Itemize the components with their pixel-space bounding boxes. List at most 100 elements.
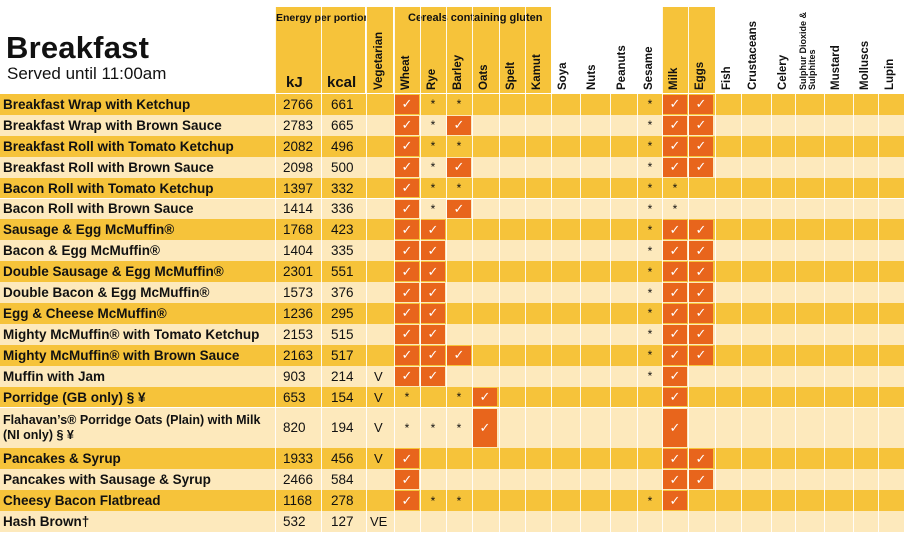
- item-kcal: 496: [331, 138, 354, 154]
- contains-tick-barley: ✓: [447, 157, 471, 177]
- may-contain-star-sesame: *: [647, 97, 653, 112]
- grid-line: [366, 7, 367, 532]
- grid-line: [688, 7, 689, 532]
- item-vegetarian: V: [374, 368, 383, 384]
- item-name: Double Sausage & Egg McMuffin®: [3, 264, 224, 280]
- gluten-header: Cereals containing gluten: [408, 12, 543, 24]
- item-kj: 2098: [283, 159, 314, 175]
- table-row: Bacon Roll with Brown Sauce 1414 336 ✓ * ✓ * *: [0, 198, 904, 220]
- allergen-header-sulphur-dioxide-sulphites: Sulphur Dioxide & Sulphites: [798, 11, 818, 90]
- item-kj: 1414: [283, 201, 314, 217]
- contains-tick-eggs: ✓: [689, 241, 713, 261]
- item-kcal: 194: [331, 420, 354, 436]
- contains-tick-rye: ✓: [421, 345, 445, 365]
- contains-tick-rye: ✓: [421, 366, 445, 386]
- grid-line: [662, 7, 663, 532]
- item-name: Muffin with Jam: [3, 368, 105, 384]
- contains-tick-milk: ✓: [663, 115, 687, 135]
- item-kj: 1236: [283, 305, 314, 321]
- contains-tick-oats: ✓: [473, 408, 497, 448]
- contains-tick-wheat: ✓: [395, 157, 419, 177]
- item-name: Breakfast Wrap with Brown Sauce: [3, 117, 222, 133]
- energy-header-band: [275, 7, 365, 93]
- may-contain-star-sesame: *: [647, 264, 653, 279]
- contains-tick-eggs: ✓: [689, 115, 713, 135]
- contains-tick-wheat: ✓: [395, 220, 419, 240]
- contains-tick-wheat: ✓: [395, 115, 419, 135]
- grid-line: [580, 7, 581, 532]
- may-contain-star-sesame: *: [647, 348, 653, 363]
- item-name: Double Bacon & Egg McMuffin®: [3, 285, 210, 301]
- item-kj: 903: [283, 368, 306, 384]
- table-row: Cheesy Bacon Flatbread 1168 278 ✓ * * * ✓: [0, 490, 904, 512]
- contains-tick-milk: ✓: [663, 408, 687, 448]
- item-kcal: 154: [331, 389, 354, 405]
- contains-tick-eggs: ✓: [689, 136, 713, 156]
- table-row: Sausage & Egg McMuffin® 1768 423 ✓ ✓ * ✓ ✓: [0, 219, 904, 241]
- item-name: Breakfast Roll with Brown Sauce: [3, 159, 214, 175]
- contains-tick-eggs: ✓: [689, 262, 713, 282]
- grid-line: [637, 7, 638, 532]
- contains-tick-wheat: ✓: [395, 324, 419, 344]
- contains-tick-rye: ✓: [421, 220, 445, 240]
- may-contain-star-barley: *: [456, 420, 462, 435]
- item-name: Breakfast Roll with Tomato Ketchup: [3, 138, 234, 154]
- allergen-header-oats: Oats: [478, 64, 490, 90]
- may-contain-star-rye: *: [430, 493, 436, 508]
- item-kcal: 278: [331, 493, 354, 509]
- may-contain-star-barley: *: [456, 493, 462, 508]
- item-kj: 820: [283, 420, 306, 436]
- allergen-header-sesame: Sesame: [643, 46, 655, 90]
- allergen-header-celery: Celery: [777, 54, 789, 90]
- vegetarian-header-band: [366, 7, 393, 93]
- table-row: Hash Brown† 532 127 VE: [0, 511, 904, 532]
- item-kcal: 376: [331, 285, 354, 301]
- item-kcal: 517: [331, 347, 354, 363]
- item-kj: 1404: [283, 243, 314, 259]
- contains-tick-milk: ✓: [663, 470, 687, 490]
- kcal-header: kcal: [327, 74, 357, 91]
- table-row: Breakfast Wrap with Brown Sauce 2783 665 ✓ *…: [0, 114, 904, 136]
- item-kcal: 336: [331, 201, 354, 217]
- table-row: Double Sausage & Egg McMuffin® 2301 551 ✓ ✓ *…: [0, 261, 904, 283]
- contains-tick-wheat: ✓: [395, 283, 419, 302]
- table-row: Egg & Cheese McMuffin® 1236 295 ✓ ✓ * ✓ ✓: [0, 303, 904, 324]
- allergen-header-soya: Soya: [557, 62, 569, 91]
- may-contain-star-sesame: *: [647, 285, 653, 300]
- grid-line: [472, 7, 473, 532]
- may-contain-star-barley: *: [456, 97, 462, 112]
- item-kj: 1573: [283, 285, 314, 301]
- item-vegetarian: V: [374, 451, 383, 467]
- item-name: Sausage & Egg McMuffin®: [3, 222, 175, 238]
- may-contain-star-wheat: *: [404, 420, 410, 435]
- item-name: Flahavan’s® Porridge Oats (Plain) with M…: [3, 412, 261, 442]
- contains-tick-rye: ✓: [421, 304, 445, 323]
- contains-tick-eggs: ✓: [689, 345, 713, 365]
- allergen-header-molluscs: Molluscs: [859, 40, 871, 90]
- table-row: Breakfast Wrap with Ketchup 2766 661 ✓ * * * ✓ ✓: [0, 94, 904, 115]
- grid-line: [551, 7, 552, 532]
- contains-tick-milk: ✓: [663, 283, 687, 302]
- contains-tick-wheat: ✓: [395, 491, 419, 511]
- item-name: Cheesy Bacon Flatbread: [3, 493, 161, 509]
- item-kcal: 500: [331, 159, 354, 175]
- may-contain-star-sesame: *: [647, 243, 653, 258]
- allergen-header-kamut: Kamut: [531, 54, 543, 90]
- may-contain-star-rye: *: [430, 420, 436, 435]
- item-name: Porridge (GB only) § ¥: [3, 389, 146, 405]
- table-row: Bacon & Egg McMuffin® 1404 335 ✓ ✓ * ✓ ✓: [0, 240, 904, 262]
- grid-line: [275, 7, 276, 532]
- may-contain-star-sesame: *: [647, 222, 653, 237]
- item-name: Hash Brown†: [3, 514, 90, 530]
- may-contain-star-milk: *: [672, 181, 678, 196]
- table-row: Breakfast Roll with Brown Sauce 2098 500 ✓ *…: [0, 156, 904, 178]
- may-contain-star-sesame: *: [647, 160, 653, 175]
- contains-tick-rye: ✓: [421, 324, 445, 344]
- contains-tick-barley: ✓: [447, 345, 471, 365]
- grid-line: [771, 7, 772, 532]
- allergen-header-mustard: Mustard: [830, 45, 842, 90]
- item-kj: 2466: [283, 472, 314, 488]
- may-contain-star-sesame: *: [647, 201, 653, 216]
- item-name: Bacon Roll with Brown Sauce: [3, 201, 194, 217]
